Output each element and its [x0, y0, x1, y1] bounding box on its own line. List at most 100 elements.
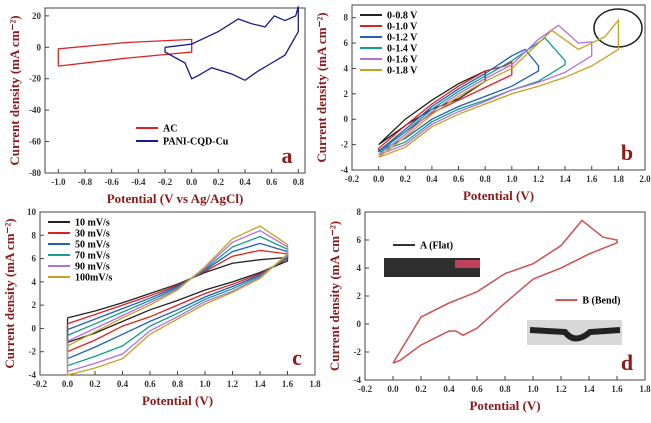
cv-curve: [164, 6, 299, 82]
y-tick-label: 8: [357, 207, 362, 217]
y-tick-label: 8: [344, 13, 349, 23]
x-tick-label: 1.2: [227, 379, 239, 389]
y-tick-label: -2: [341, 140, 349, 150]
legend-label: 10 mV/s: [75, 218, 110, 229]
x-tick-label: 0.6: [453, 174, 465, 184]
y-tick-label: 4: [357, 263, 362, 273]
panel-letter: b: [621, 140, 633, 165]
panel-letter: d: [621, 350, 633, 375]
cv-curve: [66, 235, 289, 367]
legend-label: 30 mV/s: [75, 229, 110, 240]
x-tick-label: 1.0: [199, 379, 211, 389]
y-axis-label: Current density (mA cm⁻²): [314, 12, 329, 162]
x-tick-label: 1.2: [555, 384, 567, 394]
y-tick-label: 6: [344, 38, 349, 48]
cv-curve: [66, 256, 289, 344]
x-axis-label: Potential (V): [463, 188, 534, 203]
x-tick-label: -0.2: [33, 379, 48, 389]
legend-label: 0-1.0 V: [387, 22, 418, 33]
y-tick-label: -40: [29, 105, 41, 115]
x-tick-label: 0.2: [89, 379, 101, 389]
legend-label: AC: [163, 124, 177, 135]
x-tick-label: -0.8: [78, 177, 93, 187]
x-tick-label: 0.2: [213, 177, 225, 187]
y-tick-label: 2: [357, 291, 362, 301]
x-tick-label: 2.0: [639, 174, 651, 184]
y-axis-label: Current density (mA cm⁻²): [327, 221, 342, 371]
y-tick-label: 6: [32, 254, 37, 264]
y-tick-label: 4: [344, 63, 349, 73]
x-tick-label: -0.2: [345, 174, 360, 184]
legend-label: 0-0.8 V: [387, 11, 418, 22]
cv-curve: [66, 249, 289, 353]
cv-curve: [66, 225, 289, 376]
y-tick-label: 0: [344, 114, 349, 124]
y-tick-label: -60: [29, 137, 41, 147]
x-tick-label: 1.0: [527, 384, 539, 394]
x-tick-label: 0.8: [172, 379, 184, 389]
x-tick-label: 0.4: [239, 177, 251, 187]
x-tick-label: 0.4: [117, 379, 129, 389]
x-tick-label: 0.0: [387, 384, 399, 394]
cv-curve: [66, 229, 289, 373]
legend-label: 0-1.6 V: [387, 55, 418, 66]
x-tick-label: 1.6: [611, 384, 623, 394]
y-tick-label: -80: [29, 168, 41, 178]
x-axis-label: Potential (V): [142, 393, 213, 408]
y-tick-label: 2: [32, 300, 37, 310]
legend-label: 0-1.4 V: [387, 44, 418, 55]
y-tick-label: -2: [354, 347, 362, 357]
y-tick-label: -20: [29, 74, 41, 84]
x-tick-label: 1.2: [533, 174, 545, 184]
x-tick-label: 0.0: [186, 177, 198, 187]
cv-curve: [378, 24, 593, 156]
cv-curve: [57, 38, 193, 67]
legend-label: 0-1.8 V: [387, 66, 418, 77]
y-tick-label: -4: [354, 375, 362, 385]
legend-label: 70 mV/s: [75, 251, 110, 262]
x-tick-label: 0.4: [426, 174, 438, 184]
x-tick-label: -0.2: [158, 177, 173, 187]
x-tick-label: 1.6: [586, 174, 598, 184]
cv-curve: [392, 219, 618, 364]
x-tick-label: 1.6: [282, 379, 294, 389]
x-tick-label: 0.6: [471, 384, 483, 394]
x-axis-label: Potential (V vs Ag/AgCl): [107, 191, 244, 206]
panel-letter: a: [282, 143, 293, 168]
photo-flat-clip: [455, 260, 480, 268]
x-tick-label: -0.6: [105, 177, 120, 187]
x-tick-label: 0.6: [266, 177, 278, 187]
legend-label: PANI-CQD-Cu: [163, 137, 229, 148]
x-tick-label: -0.2: [358, 384, 373, 394]
x-tick-label: 0.6: [144, 379, 156, 389]
x-tick-label: 0.4: [443, 384, 455, 394]
x-tick-label: 1.4: [583, 384, 595, 394]
plot-frame: [44, 7, 306, 174]
y-tick-label: 10: [27, 207, 37, 217]
x-tick-label: 1.8: [309, 379, 321, 389]
legend-label: 90 mV/s: [75, 262, 110, 273]
x-tick-label: 1.0: [506, 174, 518, 184]
legend-label: 50 mV/s: [75, 240, 110, 251]
y-tick-label: 8: [32, 230, 37, 240]
x-tick-label: 1.8: [639, 384, 651, 394]
plot-frame: [351, 4, 646, 171]
y-tick-label: 2: [344, 89, 349, 99]
y-tick-label: 0: [357, 319, 362, 329]
legend-label: 100mV/s: [75, 273, 112, 284]
legend-label: A (Flat): [420, 241, 453, 252]
cv-curve: [66, 242, 289, 360]
x-tick-label: 0.8: [480, 174, 492, 184]
y-tick-label: 0: [37, 42, 42, 52]
x-tick-label: 0.8: [499, 384, 511, 394]
x-tick-label: 1.8: [613, 174, 625, 184]
y-tick-label: 0: [32, 323, 37, 333]
cv-curve: [378, 37, 566, 153]
cv-curve: [378, 18, 620, 158]
x-tick-label: 0.8: [293, 177, 305, 187]
x-tick-label: 0.2: [400, 174, 412, 184]
x-tick-label: 1.4: [559, 174, 571, 184]
x-tick-label: -1.0: [51, 177, 66, 187]
x-tick-label: 0.2: [415, 384, 427, 394]
